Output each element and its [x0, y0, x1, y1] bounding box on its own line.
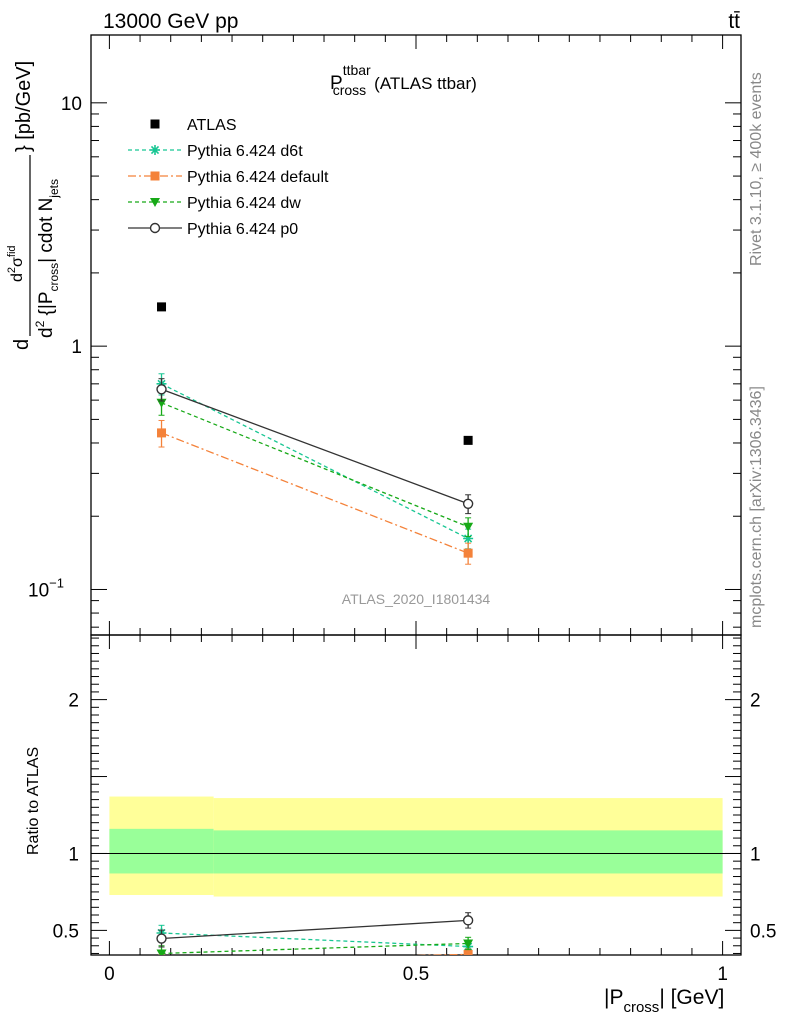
legend-label: Pythia 6.424 d6t [187, 143, 303, 160]
ratio-pythia-6-424-p0-line [161, 919, 469, 940]
x-tick-label: 0 [104, 964, 115, 985]
y-axis-label: d d2σfid d2 {|Pcross| cdot Njets } [pb/G… [6, 61, 61, 350]
plot-title-main: P [330, 73, 343, 94]
y-tick-label: 10 [61, 94, 82, 115]
mcplots-label: mcplots.cern.ch [arXiv:1306.3436] [748, 386, 765, 628]
mc-pythia-6-424-dw-line [161, 402, 469, 528]
svg-text:d2σfid: d2σfid [6, 245, 26, 282]
axes: 0 0.5 1 10 1 10−1 2 2 1 1 0.5 0.5 [28, 34, 776, 985]
ratio-bands [91, 796, 741, 897]
plot-title-sub: cross [333, 82, 366, 98]
svg-text:d: d [11, 339, 33, 350]
ratio-band-inner [213, 830, 723, 874]
x-tick-label: 0.5 [403, 964, 429, 985]
ratio-band-inner [109, 828, 214, 874]
mc-pythia-6-424-d6t-point [463, 533, 474, 544]
legend-marker [150, 198, 160, 207]
plot-title-suffix: (ATLAS ttbar) [374, 74, 477, 93]
y-tick-label: 10−1 [28, 575, 64, 601]
ratio-panel-frame [90, 634, 742, 956]
y-tick-label: 1 [71, 337, 82, 358]
energy-label: 13000 GeV pp [103, 10, 238, 33]
x-axis-label: |Pcross| [GeV] [604, 986, 724, 1016]
ratio-tick-label-right: 1 [750, 844, 761, 865]
ratio-pythia-6-424-dw-point [156, 949, 167, 955]
mc-pythia-6-424-default-point [463, 548, 473, 558]
plot-title-sup: ttbar [343, 62, 371, 78]
process-label: tt̄ [728, 10, 740, 33]
rivet-label: Rivet 3.1.10, ≥ 400k events [748, 72, 765, 266]
legend-marker-atlas [150, 119, 160, 129]
ratio-pythia-6-424-default-point [463, 949, 473, 955]
main-panel-series [156, 302, 474, 565]
legend-marker [150, 145, 160, 155]
legend-marker [149, 222, 161, 234]
plot-title: Pttbar cross (ATLAS ttbar) [330, 62, 477, 98]
mc-pythia-6-424-p0-line [161, 388, 469, 505]
mc-pythia-6-424-d6t-line [161, 383, 469, 540]
svg-text:d2 {|Pcross| cdot Njets: d2 {|Pcross| cdot Njets [33, 179, 61, 338]
ratio-y-label: Ratio to ATLAS [25, 747, 42, 855]
legend-label: Pythia 6.424 default [187, 169, 329, 186]
analysis-watermark: ATLAS_2020_I1801434 [342, 591, 491, 607]
ratio-tick-label-right: 2 [750, 691, 761, 712]
atlas-data-point [157, 302, 167, 312]
legend: ATLAS Pythia 6.424 d6t Pythia 6.424 defaul… [128, 117, 329, 238]
ratio-pythia-6-424-default-point [157, 957, 166, 966]
ratio-tick-label-right: 0.5 [750, 921, 776, 942]
svg-text:} [pb/GeV]: } [pb/GeV] [13, 61, 35, 152]
ratio-tick-label: 0.5 [53, 921, 79, 942]
mc-pythia-6-424-p0-point [462, 498, 474, 509]
ratio-panel-series [156, 912, 474, 966]
ratio-pythia-6-424-p0-point [156, 933, 167, 944]
ratio-tick-label: 1 [68, 844, 79, 865]
legend-label: Pythia 6.424 dw [187, 195, 301, 212]
atlas-data-point [463, 435, 473, 445]
legend-label: Pythia 6.424 p0 [187, 221, 298, 238]
mc-pythia-6-424-dw-point [463, 522, 474, 532]
mc-pythia-6-424-default-line [161, 432, 469, 554]
x-tick-label: 1 [717, 964, 728, 985]
ratio-tick-label: 2 [68, 691, 79, 712]
mc-pythia-6-424-p0-point [156, 384, 167, 395]
legend-label-atlas: ATLAS [187, 117, 237, 134]
mc-pythia-6-424-default-point [157, 428, 167, 438]
legend-marker [150, 171, 160, 181]
ratio-pythia-6-424-dw-line [161, 942, 469, 955]
ratio-pythia-6-424-p0-point [462, 915, 474, 926]
ratio-pythia-6-424-dw-point [463, 939, 474, 949]
